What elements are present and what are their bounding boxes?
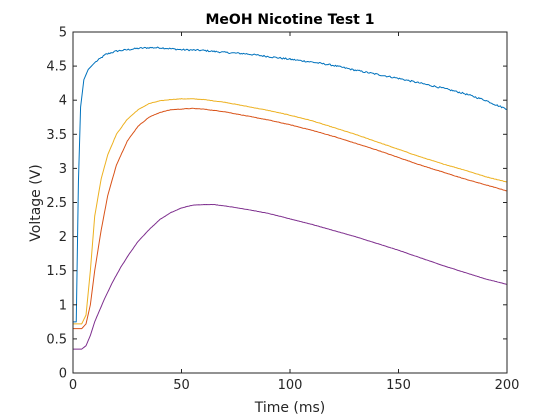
x-tick-label-0: 0 (69, 378, 77, 393)
y-axis-label: Voltage (V) (28, 164, 44, 241)
x-tick-label-4: 200 (495, 378, 520, 393)
series-line-2 (73, 98, 508, 325)
series-line-3 (73, 107, 508, 330)
series-line-4 (73, 203, 508, 350)
y-tick-label-8: 4 (59, 94, 67, 109)
series-layer (73, 46, 508, 350)
y-tick-label-4: 2 (59, 230, 67, 245)
chart-title: MeOH Nicotine Test 1 (205, 12, 374, 28)
y-tick-label-3: 1.5 (46, 264, 67, 279)
y-tick-label-0: 0 (59, 367, 67, 382)
x-axis-label: Time (ms) (254, 400, 326, 416)
y-tick-label-5: 2.5 (46, 196, 67, 211)
y-tick-label-7: 3.5 (46, 128, 67, 143)
ticks-layer: 0 50 100 150 200 0 0.5 1 1.5 2 2.5 3 3.5 4 4.5 5 (46, 26, 519, 394)
x-tick-label-2: 100 (278, 378, 303, 393)
y-tick-label-1: 0.5 (46, 332, 67, 347)
y-tick-label-6: 3 (59, 162, 67, 177)
x-tick-label-1: 50 (173, 378, 190, 393)
y-tick-label-9: 4.5 (46, 60, 67, 75)
series-line-1 (73, 46, 508, 323)
y-tick-label-10: 5 (59, 26, 67, 41)
y-tick-label-2: 1 (59, 298, 67, 313)
x-tick-label-3: 150 (386, 378, 411, 393)
